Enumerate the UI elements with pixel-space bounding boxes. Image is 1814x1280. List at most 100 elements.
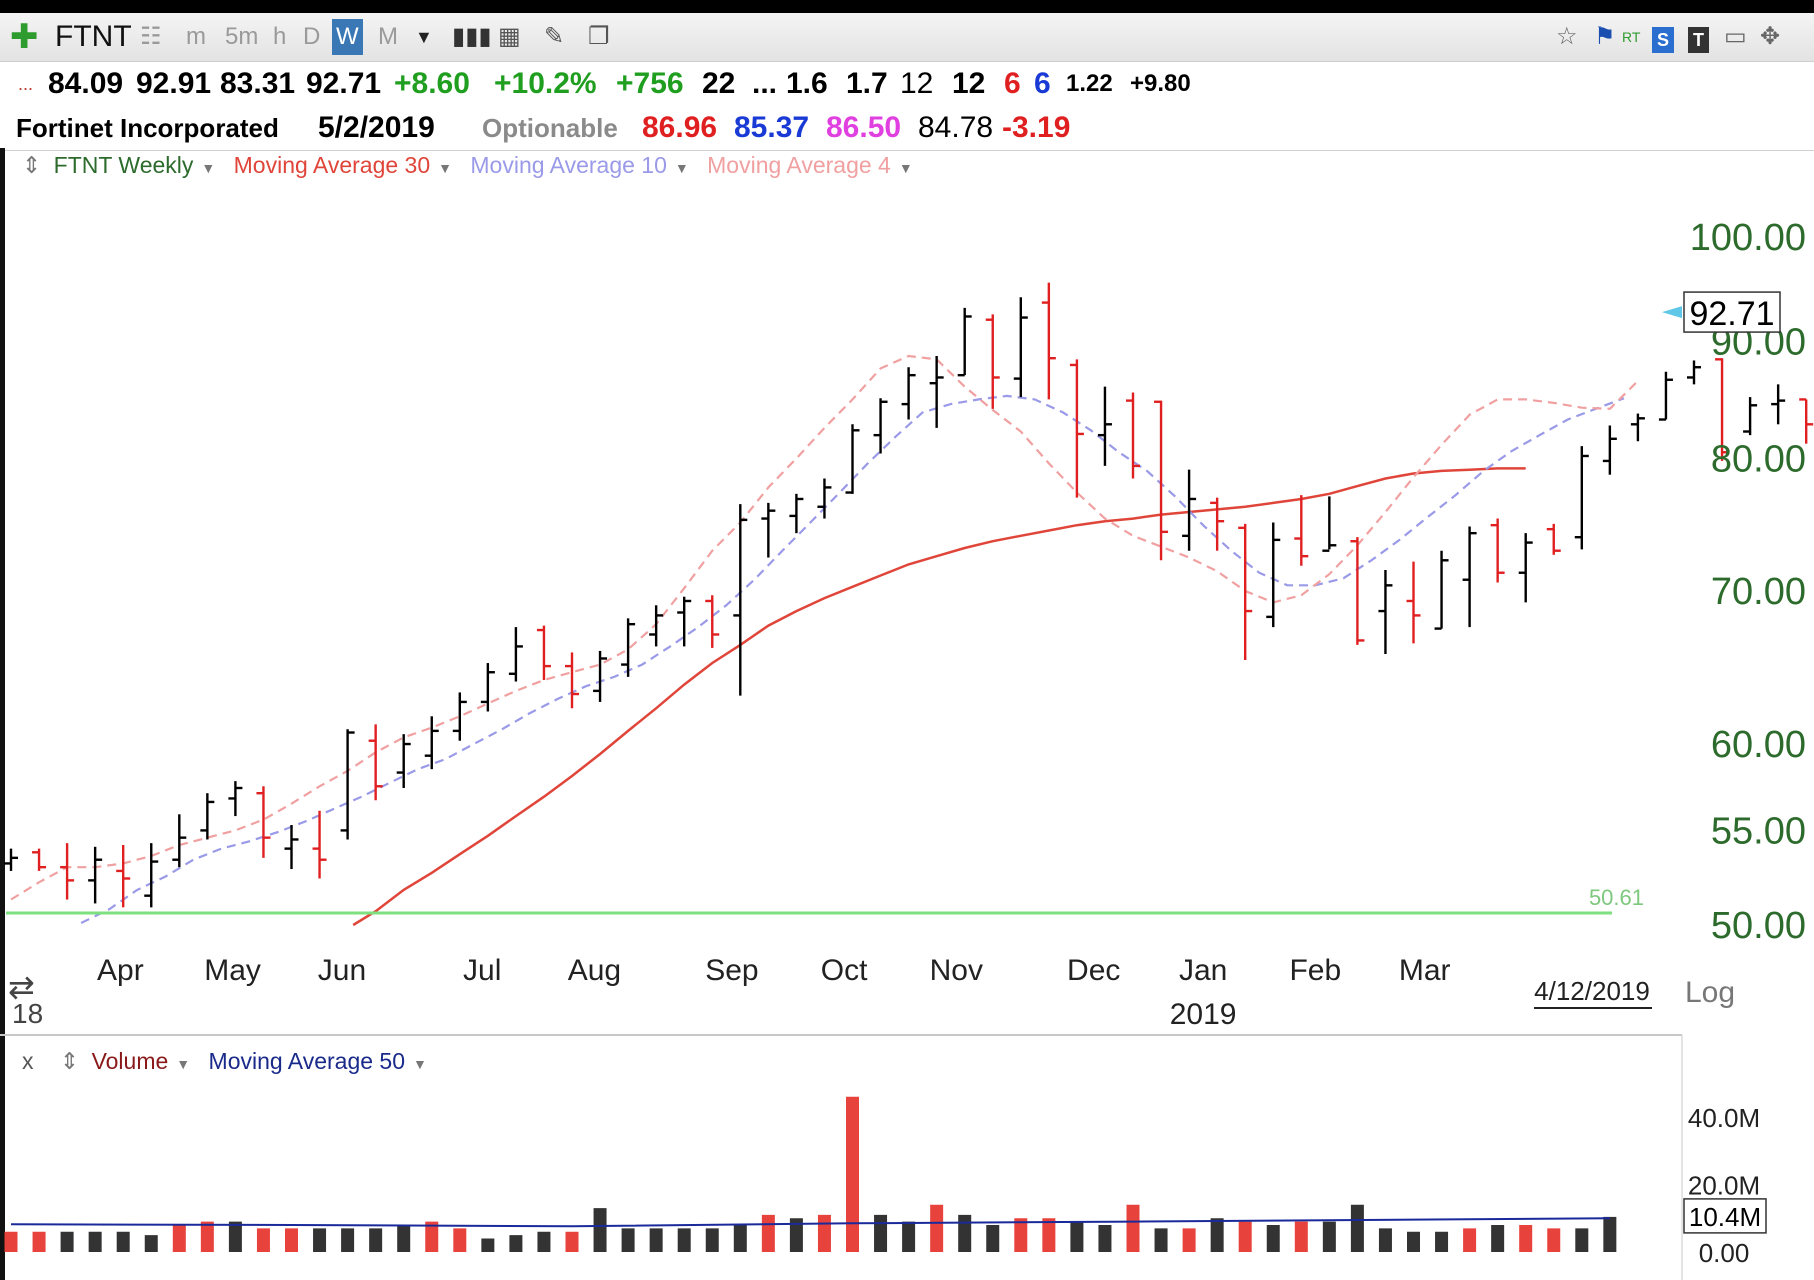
move-icon[interactable]: ✥ [1760, 23, 1781, 50]
volume-bar [4, 1231, 18, 1252]
timeframe-d[interactable]: D [303, 23, 321, 50]
quote-field-6-red: 6 [1004, 67, 1021, 100]
x-tick-label: Apr [97, 954, 144, 987]
last-price-arrow [1662, 306, 1682, 319]
star-icon[interactable]: ☆ [1556, 23, 1578, 50]
y-tick-label: 80.00 [1711, 438, 1806, 480]
timeframe-w[interactable]: W [332, 19, 363, 55]
volume-bar [1435, 1231, 1449, 1252]
bar-type-icon[interactable]: ▮▮▮ [452, 23, 492, 50]
x-tick-label: Oct [821, 954, 868, 987]
volume-bar [593, 1208, 607, 1252]
chevron-down-icon[interactable]: ▼ [674, 160, 689, 176]
volume-bar [1210, 1218, 1224, 1252]
rt-badge[interactable]: RT [1622, 29, 1641, 45]
left-border [0, 148, 5, 1280]
volume-bar [1407, 1231, 1420, 1252]
volume-bar [256, 1228, 270, 1252]
date-label: 4/12/2019 [1534, 976, 1650, 1006]
legend-ftnt-weekly[interactable]: FTNT Weekly [53, 152, 194, 178]
volume-bar [761, 1214, 775, 1252]
t-badge[interactable]: T [1688, 27, 1709, 53]
volume-bar [705, 1228, 719, 1252]
quote-low: 83.31 [220, 67, 296, 100]
pencil-icon[interactable]: ✎ [544, 23, 565, 50]
timeframe-m[interactable]: m [186, 23, 206, 50]
y-tick-label: 60.00 [1711, 724, 1806, 766]
volume-bar [1294, 1221, 1308, 1252]
legend-volume-ma50[interactable]: Moving Average 50 [208, 1048, 406, 1074]
timeframe-dropdown-icon[interactable]: ▼ [415, 27, 433, 47]
ma-value-red: 86.96 [642, 111, 718, 144]
stack-icon[interactable]: ☷ [140, 23, 162, 50]
quote-field-12b: 12 [952, 67, 986, 100]
chevron-down-icon[interactable]: ▼ [176, 1056, 191, 1072]
timeframe-5m[interactable]: 5m [225, 23, 259, 50]
volume-bar [537, 1231, 551, 1252]
close-volume-pane-button[interactable]: x [22, 1048, 34, 1074]
table-icon[interactable]: ▦ [498, 23, 521, 50]
reorder-icon[interactable]: ⇕ [59, 1048, 80, 1074]
quote-field-1-6: 1.6 [786, 67, 828, 100]
y-tick-label: 55.00 [1711, 810, 1806, 852]
volume-bar [425, 1221, 439, 1252]
volume-bar [313, 1228, 327, 1252]
reorder-icon[interactable]: ⇕ [22, 152, 42, 178]
volume-bar [1098, 1225, 1112, 1252]
quote-change-pct: +10.2% [494, 67, 597, 100]
legend-ma30[interactable]: Moving Average 30 [233, 152, 431, 178]
flag-icon[interactable]: ⚑ [1594, 23, 1616, 50]
volume-bar [116, 1231, 130, 1252]
timeframe-h[interactable]: h [273, 23, 287, 50]
window-titlebar [0, 0, 1814, 13]
volume-bar [453, 1228, 467, 1252]
quote-row-2: Fortinet Incorporated 5/2/2019 Optionabl… [0, 106, 1814, 151]
ma-value-blue: 85.37 [734, 111, 810, 144]
toolbar: ✚ FTNT ☷ m 5m h D W M ▼ ▮▮▮ ▦ ✎ ❐ ☆ ⚑ RT… [0, 13, 1814, 62]
add-symbol-icon[interactable]: ✚ [10, 18, 39, 56]
quote-volume-change: +756 [616, 67, 684, 100]
quote-field-1-22: 1.22 [1066, 70, 1113, 97]
s-badge[interactable]: S [1652, 27, 1675, 53]
chevron-down-icon[interactable]: ▼ [201, 160, 216, 176]
log-scale-label: Log [1685, 976, 1735, 1009]
volume-bar [88, 1231, 102, 1252]
y-tick-label: 50.00 [1711, 905, 1806, 947]
chevron-down-icon[interactable]: ▼ [438, 160, 452, 176]
volume-bar [1463, 1228, 1477, 1252]
quote-ellipsis: ... [18, 74, 34, 94]
company-name: Fortinet Incorporated [16, 113, 279, 143]
legend-ma10[interactable]: Moving Average 10 [470, 152, 667, 178]
horizontal-line-label: 50.61 [1589, 885, 1644, 910]
change-vs-prev: -3.19 [1002, 111, 1071, 144]
volume-bar [1014, 1218, 1028, 1252]
symbol-field[interactable]: FTNT [55, 20, 132, 53]
volume-bar [1042, 1218, 1056, 1252]
volume-bar [1126, 1204, 1140, 1252]
window-icon[interactable]: ▭ [1724, 23, 1747, 50]
volume-bar [228, 1221, 242, 1252]
timeframe-mo[interactable]: M [378, 23, 398, 50]
volume-bar [677, 1228, 691, 1252]
legend-volume[interactable]: Volume [91, 1048, 169, 1074]
volume-tick-label: 40.0M [1688, 1103, 1760, 1133]
volume-bar [1575, 1228, 1589, 1252]
volume-bar [144, 1235, 158, 1252]
notes-icon[interactable]: ❐ [588, 23, 610, 50]
legend-ma4[interactable]: Moving Average 4 [707, 152, 891, 178]
chevron-down-icon[interactable]: ▼ [898, 160, 913, 176]
x-tick-label: Dec [1067, 954, 1120, 987]
volume-bar [509, 1235, 523, 1252]
x-year-label: 2019 [1170, 998, 1237, 1031]
quote-row-1: ... 84.09 92.91 83.31 92.71 +8.60 +10.2%… [0, 62, 1814, 106]
x-tick-label: Aug [568, 954, 621, 987]
volume-bar [341, 1228, 355, 1252]
chevron-down-icon[interactable]: ▼ [413, 1056, 427, 1072]
volume-bar [172, 1225, 186, 1252]
last-volume-box [1683, 1198, 1767, 1234]
x-tick-label: Sep [705, 954, 758, 987]
volume-bar [1547, 1228, 1561, 1252]
quote-field-1-7: 1.7 [846, 67, 888, 100]
